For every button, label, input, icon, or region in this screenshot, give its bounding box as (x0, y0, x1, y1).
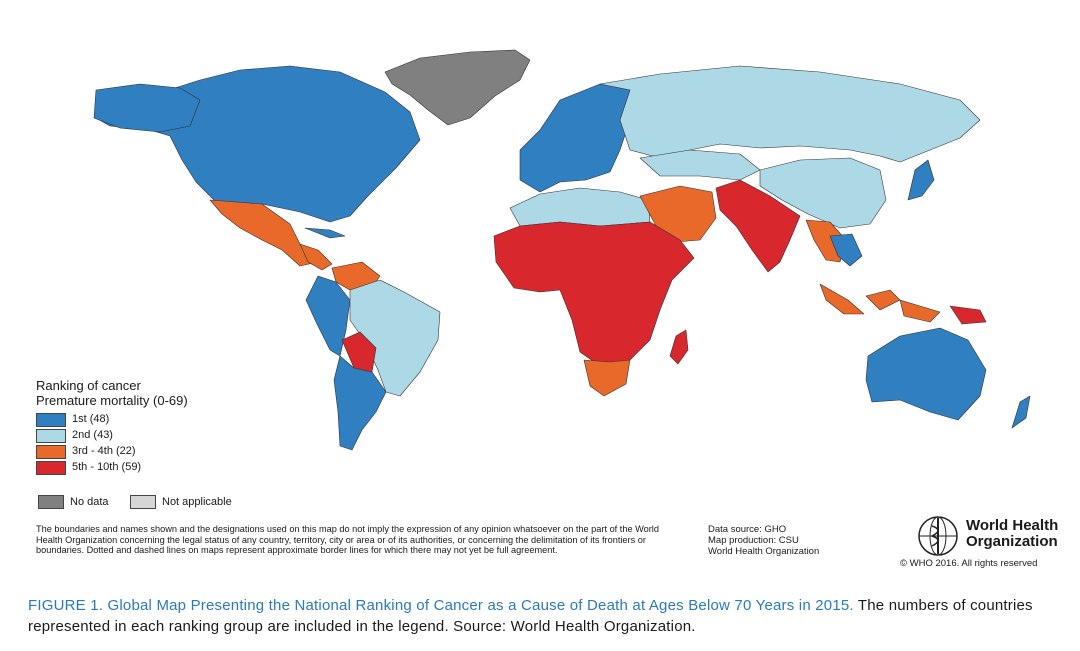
region-southern-cone (333, 355, 387, 451)
legend-not-applicable: Not applicable (130, 495, 232, 509)
figure-caption-text: The numbers of countries represented in … (28, 597, 1033, 635)
legend-swatch-3rd-4th (36, 444, 66, 459)
region-europe (519, 83, 631, 193)
legend-label-no-data: No data (70, 496, 109, 508)
region-caribbean (304, 227, 346, 239)
legend-swatch-5th-10th (36, 460, 66, 475)
map-disclaimer: The boundaries and names shown and the d… (36, 524, 659, 555)
region-sub-saharan-africa (493, 221, 695, 367)
legend-swatch-not-applicable (130, 495, 156, 509)
region-south-asia (715, 179, 801, 273)
legend-title-line1: Ranking of cancer (36, 378, 141, 393)
legend-label-3rd-4th: 3rd - 4th (22) (72, 445, 136, 457)
legend-label-5th-10th: 5th - 10th (59) (72, 461, 142, 473)
legend-no-data: No data (38, 495, 109, 509)
source-line-data: Data source: GHO (708, 524, 787, 535)
legend-item-3rd-4th: 3rd - 4th (22) (36, 444, 136, 459)
region-southern-africa (583, 359, 631, 397)
figure-caption-title: FIGURE 1. Global Map Presenting the Nati… (28, 597, 854, 614)
legend-label-1st: 1st (48) (72, 413, 110, 425)
region-central-asia (639, 149, 761, 181)
region-alaska (93, 83, 201, 133)
who-emblem-icon (918, 516, 958, 556)
source-line-production: Map production: CSU (708, 535, 799, 546)
region-indonesia (819, 283, 941, 323)
region-central-america (299, 243, 333, 271)
region-bolivia (341, 331, 377, 373)
figure-caption: FIGURE 1. Global Map Presenting the Nati… (28, 595, 1058, 637)
source-line-organization: World Health Organization (708, 546, 820, 557)
data-source-block: Data source: GHO Map production: CSU Wor… (708, 524, 819, 557)
world-map (93, 49, 1031, 451)
legend-item-2nd: 2nd (43) (36, 428, 113, 443)
region-indochina (829, 233, 863, 267)
region-papua (949, 305, 987, 325)
who-name: World Health Organization (966, 518, 1058, 550)
region-australia (865, 327, 987, 421)
legend-title-line2: Premature mortality (0-69) (36, 393, 188, 408)
who-copyright: © WHO 2016. All rights reserved (900, 558, 1038, 569)
legend-swatch-no-data (38, 495, 64, 509)
legend-item-5th-10th: 5th - 10th (59) (36, 460, 141, 475)
region-china (759, 157, 887, 229)
who-name-line2: Organization (966, 533, 1058, 550)
who-name-line1: World Health (966, 517, 1059, 534)
region-madagascar (669, 329, 689, 365)
region-japan (907, 159, 935, 201)
region-russia (599, 65, 981, 163)
region-mexico (209, 199, 319, 267)
legend-label-2nd: 2nd (43) (72, 429, 113, 441)
legend-swatch-2nd (36, 428, 66, 443)
region-new-zealand (1011, 395, 1031, 429)
map-legend: Ranking of cancer Premature mortality (0… (36, 378, 188, 475)
legend-item-1st: 1st (48) (36, 412, 109, 427)
region-greenland (384, 49, 531, 126)
legend-label-not-applicable: Not applicable (162, 496, 232, 508)
region-north-africa (509, 187, 651, 227)
legend-swatch-1st (36, 412, 66, 427)
